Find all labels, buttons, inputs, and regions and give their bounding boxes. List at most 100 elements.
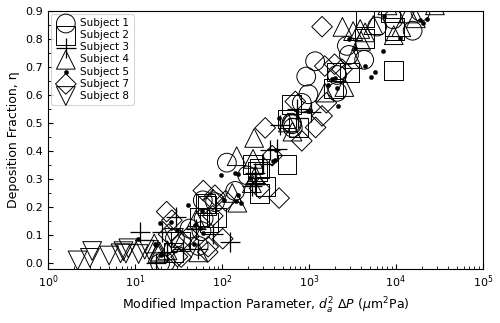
Subject 5 [269, 159, 277, 164]
Subject 3 [158, 229, 166, 234]
Subject 1 [211, 200, 219, 205]
Subject 2 [288, 102, 296, 107]
Y-axis label: Deposition Fraction, η: Deposition Fraction, η [7, 72, 20, 208]
Subject 5 [396, 36, 404, 41]
Subject 2 [390, 68, 398, 73]
Subject 3 [294, 115, 302, 120]
Subject 2 [170, 250, 177, 255]
Subject 5 [423, 17, 431, 22]
Subject 8 [145, 247, 153, 253]
Subject 7 [178, 239, 186, 244]
Subject 4 [234, 200, 241, 205]
Subject 5 [220, 197, 228, 203]
Subject 2 [294, 125, 302, 130]
Subject 7 [318, 24, 326, 29]
Subject 3 [179, 247, 187, 252]
Subject 8 [120, 249, 128, 254]
Subject 5 [366, 75, 374, 80]
Subject 7 [320, 63, 328, 68]
Subject 7 [211, 193, 219, 198]
Subject 3 [252, 180, 260, 185]
Subject 4 [250, 135, 258, 141]
Subject 5 [152, 243, 160, 248]
Subject 4 [284, 120, 292, 125]
Subject 2 [196, 214, 203, 220]
Subject 4 [288, 129, 296, 134]
Subject 3 [136, 230, 144, 235]
Subject 5 [380, 13, 388, 18]
Subject 7 [177, 255, 185, 260]
Subject 2 [205, 220, 213, 225]
Subject 3 [192, 226, 200, 231]
Subject 5 [156, 253, 164, 258]
Subject 4 [398, 25, 406, 30]
Subject 2 [203, 203, 211, 208]
Subject 4 [252, 173, 260, 178]
Subject 7 [200, 188, 207, 193]
X-axis label: Modified Impaction Parameter, $d_a^2$ $\Delta P$ ($\mu$m$^2$Pa): Modified Impaction Parameter, $d_a^2$ $\… [122, 296, 409, 316]
Subject 1 [186, 226, 194, 231]
Subject 7 [268, 153, 276, 158]
Subject 8 [74, 258, 82, 263]
Subject 5 [238, 201, 246, 206]
Subject 5 [426, 6, 434, 11]
Subject 5 [150, 242, 158, 247]
Subject 5 [190, 242, 198, 247]
Subject 7 [322, 100, 330, 105]
Subject 2 [283, 116, 291, 121]
Subject 7 [298, 138, 306, 143]
Subject 1 [289, 125, 297, 130]
Subject 4 [156, 249, 164, 254]
Subject 4 [384, 3, 392, 8]
Subject 4 [194, 250, 202, 255]
Subject 5 [272, 147, 280, 152]
Subject 4 [154, 250, 162, 255]
Subject 4 [249, 156, 257, 162]
Subject 5 [345, 36, 353, 41]
Subject 3 [172, 215, 179, 220]
Subject 5 [191, 223, 199, 228]
Subject 5 [156, 220, 164, 225]
Subject 4 [349, 57, 357, 62]
Subject 4 [228, 190, 236, 195]
Subject 5 [234, 192, 242, 197]
Subject 1 [156, 261, 164, 266]
Subject 4 [338, 24, 346, 29]
Subject 8 [88, 248, 96, 254]
Subject 7 [209, 197, 217, 203]
Subject 8 [116, 251, 124, 256]
Subject 5 [334, 103, 342, 109]
Subject 4 [412, 16, 420, 21]
Subject 3 [259, 162, 267, 167]
Subject 8 [170, 235, 178, 241]
Subject 4 [404, 11, 412, 16]
Subject 4 [150, 241, 158, 246]
Subject 5 [232, 198, 240, 203]
Subject 3 [226, 240, 234, 245]
Subject 4 [340, 84, 348, 89]
Subject 5 [173, 227, 181, 232]
Subject 1 [199, 198, 207, 203]
Subject 2 [248, 162, 256, 167]
Subject 8 [105, 253, 113, 258]
Subject 2 [176, 239, 184, 244]
Subject 5 [425, 3, 433, 8]
Subject 4 [361, 30, 369, 35]
Subject 5 [324, 82, 332, 87]
Subject 5 [306, 108, 314, 113]
Subject 7 [204, 244, 212, 249]
Subject 8 [134, 252, 142, 257]
Subject 5 [134, 236, 142, 241]
Subject 1 [373, 24, 381, 29]
Subject 5 [400, 5, 407, 10]
Subject 5 [270, 158, 278, 163]
Subject 4 [356, 26, 364, 32]
Subject 3 [162, 249, 170, 255]
Subject 4 [357, 38, 365, 44]
Subject 5 [234, 171, 241, 176]
Subject 4 [232, 154, 240, 159]
Subject 7 [164, 232, 172, 237]
Subject 7 [209, 213, 217, 218]
Subject 7 [218, 236, 226, 241]
Subject 5 [199, 231, 207, 236]
